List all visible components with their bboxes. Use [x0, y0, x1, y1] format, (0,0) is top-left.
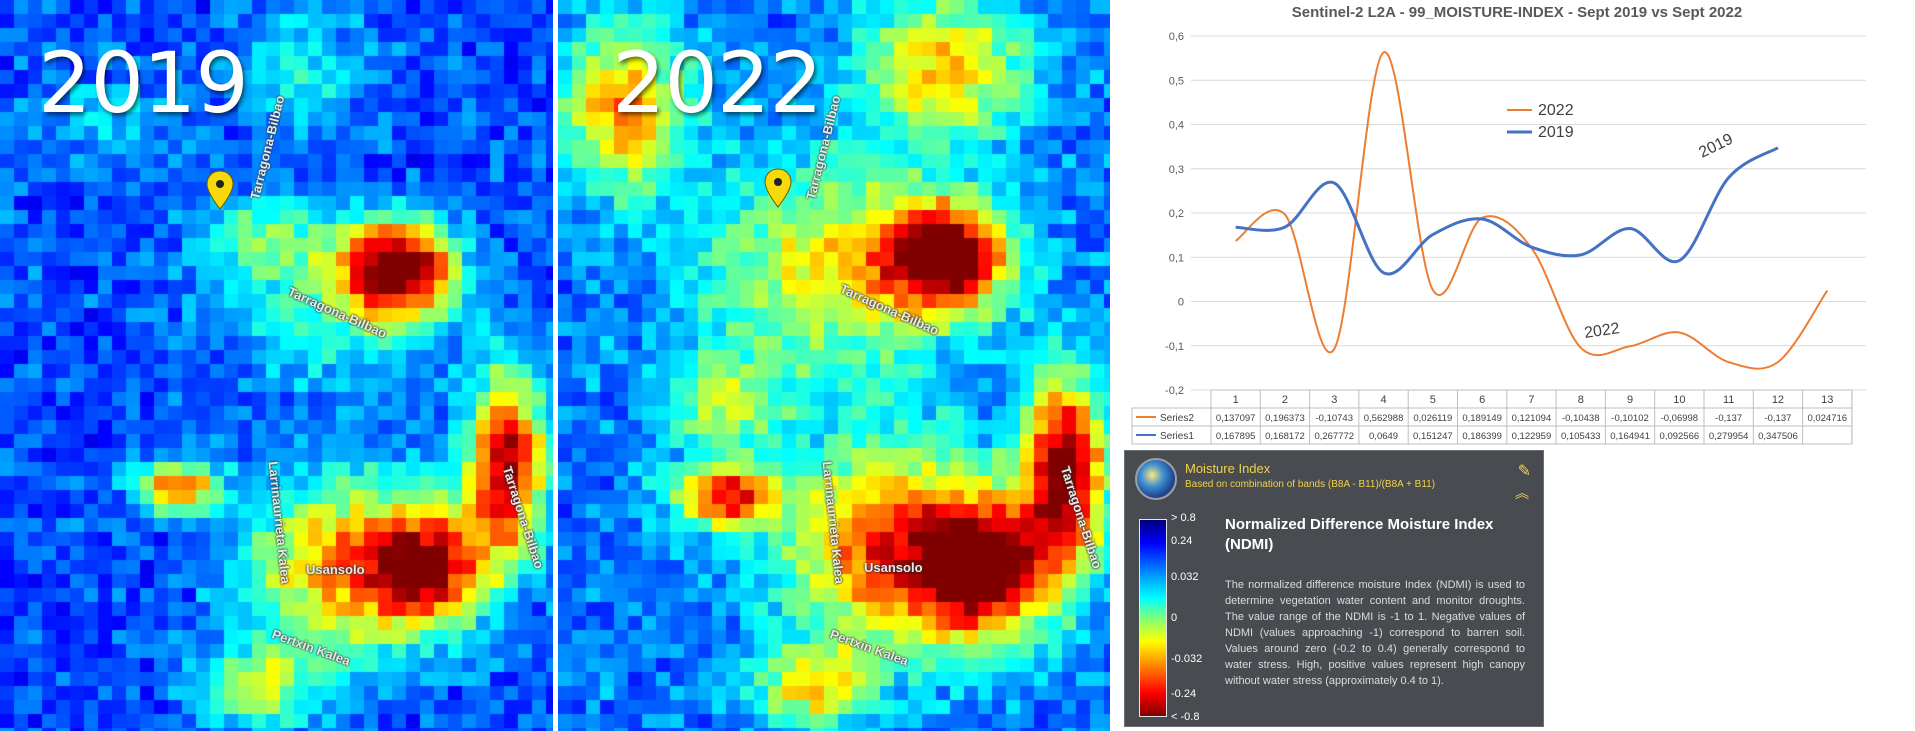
color-scale-bar	[1139, 519, 1167, 717]
table-cell: 0,122959	[1512, 431, 1552, 442]
table-cell: 0,189149	[1462, 413, 1502, 424]
table-cell: 0,167895	[1216, 431, 1256, 442]
annotation-label: 2022	[1583, 320, 1621, 342]
table-cell: 0,024716	[1807, 413, 1847, 424]
table-cell: 0,026119	[1413, 413, 1452, 424]
year-label-2022: 2022	[612, 34, 823, 132]
table-cell: -0,10438	[1562, 413, 1600, 424]
table-cell: 0,279954	[1709, 431, 1749, 442]
map-divider	[553, 0, 558, 731]
legend-label: 2022	[1538, 102, 1574, 119]
edit-icon[interactable]: ✎	[1517, 463, 1531, 480]
scale-label: < -0.8	[1171, 711, 1200, 723]
moisture-line-chart: Sentinel-2 L2A - 99_MOISTURE-INDEX - Sep…	[1112, 0, 1915, 446]
table-cell: 0,186399	[1462, 431, 1502, 442]
x-tick-label: 9	[1627, 394, 1633, 406]
table-cell: -0,06998	[1661, 413, 1699, 424]
series-line-Series2	[1235, 51, 1829, 370]
x-tick-label: 6	[1479, 394, 1485, 406]
legend-description: The normalized difference moisture Index…	[1225, 579, 1525, 687]
table-cell: 0,168172	[1265, 431, 1305, 442]
map-panel-2019[interactable]: 2019 Tarragona-Bilbao Tarragona-Bilbao L…	[0, 0, 553, 731]
map-pin-icon[interactable]	[206, 170, 234, 210]
table-cell: 0,164941	[1610, 431, 1650, 442]
series-line-Series1	[1235, 146, 1779, 276]
chart-title: Sentinel-2 L2A - 99_MOISTURE-INDEX - Sep…	[1292, 4, 1742, 21]
y-tick-label: -0,1	[1165, 341, 1184, 353]
legend-header[interactable]: Moisture Index Based on combination of b…	[1125, 451, 1543, 507]
y-tick-label: 0,6	[1169, 31, 1184, 43]
table-series-name: Series1	[1160, 431, 1194, 442]
table-cell: 0,121094	[1512, 413, 1552, 424]
table-cell: 0,267772	[1314, 431, 1354, 442]
moisture-index-legend-panel: Moisture Index Based on combination of b…	[1124, 450, 1544, 727]
legend-heading: Normalized Difference Moisture Index (ND…	[1225, 516, 1494, 553]
x-tick-label: 11	[1723, 394, 1734, 406]
table-cell: 0,105433	[1561, 431, 1601, 442]
y-tick-label: 0	[1178, 297, 1184, 309]
year-label-2019: 2019	[38, 34, 249, 132]
x-tick-label: 10	[1673, 394, 1685, 406]
map-panel-2022[interactable]: 2022 Tarragona-Bilbao Tarragona-Bilbao L…	[558, 0, 1110, 731]
x-tick-label: 4	[1380, 394, 1386, 406]
layer-subtitle: Based on combination of bands (B8A - B11…	[1185, 479, 1436, 490]
y-tick-label: 0,2	[1169, 208, 1184, 220]
table-series-name: Series2	[1160, 413, 1194, 424]
x-tick-label: 1	[1233, 394, 1239, 406]
scale-label: -0.24	[1171, 688, 1197, 700]
y-tick-label: -0,2	[1165, 385, 1184, 397]
annotation-label: 2019	[1696, 131, 1736, 162]
x-tick-label: 8	[1578, 394, 1584, 406]
x-tick-label: 13	[1821, 394, 1833, 406]
y-tick-label: 0,1	[1169, 252, 1184, 264]
scale-label: 0.032	[1171, 571, 1199, 583]
moisture-raster-2019	[0, 0, 553, 731]
layer-thumbnail-icon	[1135, 458, 1177, 500]
moisture-raster-2022	[558, 0, 1110, 731]
layer-title: Moisture Index	[1185, 461, 1271, 476]
table-cell: 0,347506	[1758, 431, 1798, 442]
map-pin-icon[interactable]	[764, 168, 792, 208]
legend-label: 2019	[1538, 124, 1574, 141]
table-cell: 0,137097	[1216, 413, 1256, 424]
table-cell: 0,196373	[1265, 413, 1305, 424]
scale-label: 0	[1171, 612, 1178, 624]
scale-label: 0.24	[1171, 535, 1193, 547]
chart-svg: Sentinel-2 L2A - 99_MOISTURE-INDEX - Sep…	[1131, 4, 1866, 445]
scale-label: > 0.8	[1171, 512, 1196, 524]
table-cell: 0,0649	[1369, 431, 1398, 442]
table-cell: -0,137	[1715, 413, 1742, 424]
table-cell: -0,137	[1764, 413, 1791, 424]
x-tick-label: 2	[1282, 394, 1288, 406]
table-cell: -0,10102	[1611, 413, 1649, 424]
place-label: Usansolo	[306, 562, 365, 577]
x-tick-label: 3	[1331, 394, 1337, 406]
place-label: Usansolo	[864, 560, 923, 575]
x-tick-label: 5	[1430, 394, 1436, 406]
double-chevron-up-icon[interactable]: ︽	[1515, 485, 1529, 501]
table-cell: 0,151247	[1413, 431, 1453, 442]
scale-label: -0.032	[1171, 653, 1203, 665]
y-tick-label: 0,3	[1169, 164, 1184, 176]
table-cell: 0,092566	[1660, 431, 1700, 442]
x-tick-label: 7	[1528, 394, 1534, 406]
x-tick-label: 12	[1772, 394, 1784, 406]
y-tick-label: 0,5	[1169, 75, 1184, 87]
table-cell: -0,10743	[1315, 413, 1353, 424]
y-tick-label: 0,4	[1169, 120, 1184, 132]
table-cell: 0,562988	[1364, 413, 1404, 424]
